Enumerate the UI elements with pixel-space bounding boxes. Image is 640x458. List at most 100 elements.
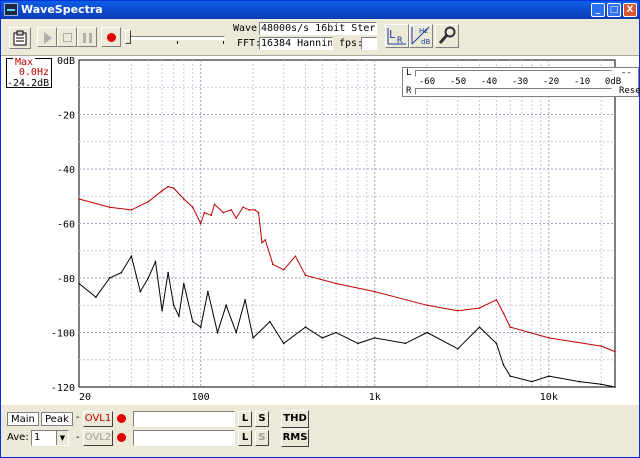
- chevron-down-icon[interactable]: ▼: [56, 431, 68, 445]
- peak-label[interactable]: Peak: [41, 412, 73, 426]
- spectrum-data-point: [161, 190, 163, 192]
- ovl1-record-icon: [117, 414, 126, 423]
- spectrum-data-point: [248, 209, 250, 211]
- stop-icon: [63, 33, 72, 42]
- tools-button[interactable]: [435, 24, 459, 48]
- meter-scale-label: -20: [542, 77, 560, 87]
- ovl2-load-button[interactable]: L: [238, 430, 252, 446]
- x-tick-label: 10k: [540, 392, 558, 403]
- slider-tick: [223, 41, 224, 44]
- spectrum-data-point: [282, 269, 285, 271]
- ovl1-indicator[interactable]: OVL1: [83, 411, 113, 427]
- readout-title: Max: [13, 57, 36, 68]
- spectrum-data-point: [531, 380, 533, 383]
- stop-button[interactable]: [57, 27, 77, 47]
- spectrum-chart: 0dB -20 -40 -60 -80 -100 -120 20 100 1k 10k: [51, 57, 616, 403]
- meter-scale-label: -50: [449, 77, 467, 87]
- max-readout: Max 0.0Hz -24.2dB: [6, 57, 52, 89]
- meter-scale-label: 0dB: [604, 77, 622, 87]
- spectrum-data-point: [230, 209, 233, 211]
- average-label: Ave:: [7, 432, 29, 443]
- ovl1-file-field[interactable]: [133, 411, 235, 427]
- play-icon: [44, 32, 52, 44]
- spectrum-data-point: [203, 211, 206, 214]
- spectrum-data-point: [548, 337, 550, 339]
- ovl2-save-button[interactable]: S: [255, 430, 269, 446]
- spectrum-data-point: [600, 345, 602, 347]
- spectrum-data-point: [183, 198, 185, 200]
- maximize-button[interactable]: □: [607, 3, 621, 17]
- spectrum-data-point: [95, 296, 97, 298]
- spectrum-data-point: [404, 342, 407, 345]
- app-icon[interactable]: [4, 3, 18, 16]
- position-slider-track[interactable]: [129, 36, 225, 40]
- ovl2-indicator[interactable]: OVL2: [83, 430, 113, 446]
- spectrum-data-point: [183, 282, 185, 285]
- hz-db-scale-button[interactable]: Hz dB: [409, 24, 433, 48]
- title-bar[interactable]: WaveSpectra _ □ X: [1, 1, 639, 19]
- spectrum-data-point: [139, 290, 142, 293]
- lr-channel-button[interactable]: L R: [385, 24, 409, 48]
- spectrum-data-point: [614, 350, 616, 353]
- clipboard-icon: [13, 30, 27, 46]
- fft-label: FFT:: [237, 38, 262, 49]
- meter-scale: -60 -50 -40 -30 -20 -10 0dB: [413, 77, 623, 88]
- spectrum-data-point: [199, 222, 202, 225]
- fps-label: fps:: [339, 38, 364, 49]
- meter-scale-label: -10: [573, 77, 591, 87]
- spectrum-data-point: [178, 315, 180, 317]
- thd-button[interactable]: THD: [281, 410, 309, 428]
- spectrum-data-point: [495, 299, 498, 301]
- spectrum-data-point: [130, 255, 133, 257]
- spectrum-data-point: [172, 187, 175, 189]
- play-button[interactable]: [37, 27, 57, 47]
- rms-button[interactable]: RMS: [281, 429, 309, 447]
- spectrum-data-point: [357, 342, 359, 345]
- spectrum-data-point: [578, 380, 581, 383]
- spectrum-data-point: [478, 307, 481, 309]
- meter-reset-button[interactable]: Reset: [619, 86, 640, 96]
- spectrum-data-point: [199, 326, 202, 328]
- main-label[interactable]: Main: [7, 412, 39, 426]
- settings-button[interactable]: [9, 27, 31, 49]
- wrench-icon: [438, 26, 456, 44]
- x-tick-label: 1k: [369, 392, 381, 403]
- readout-level: -24.2dB: [7, 78, 50, 89]
- lr-icon-letter-l: L: [389, 28, 396, 41]
- spectrum-data-point: [502, 364, 505, 367]
- spectrum-data-point: [269, 320, 271, 323]
- ovl2-record-icon: [117, 433, 126, 442]
- spectrum-data-point: [147, 277, 150, 279]
- close-button[interactable]: X: [623, 3, 637, 17]
- pause-button[interactable]: [77, 27, 97, 47]
- meter-right-bar: [415, 88, 612, 95]
- spectrum-data-point: [244, 299, 246, 301]
- spectrum-data-point: [120, 271, 123, 274]
- y-tick-label: 0dB: [57, 57, 75, 67]
- minimize-button[interactable]: _: [591, 3, 605, 17]
- ovl1-save-button[interactable]: S: [255, 411, 269, 427]
- meter-scale-label: -30: [511, 77, 529, 87]
- spectrum-data-point: [167, 271, 169, 274]
- spectrum-data-point: [108, 206, 111, 208]
- spectrum-plot[interactable]: 0dB -20 -40 -60 -80 -100 -120 20 100 1k 10k: [1, 57, 639, 405]
- spectrum-data-point: [294, 255, 297, 257]
- spectrum-data-point: [235, 331, 237, 334]
- position-slider-thumb[interactable]: [125, 30, 131, 44]
- y-tick-label: -100: [51, 329, 75, 340]
- spectrum-data-point: [495, 342, 498, 345]
- spectrum-data-point: [130, 209, 133, 211]
- spectrum-data-point: [252, 337, 254, 339]
- spectrum-data-point: [373, 290, 376, 293]
- spectrum-data-point: [272, 263, 274, 266]
- db-icon-label: dB: [421, 38, 430, 46]
- ovl2-file-field[interactable]: [133, 430, 235, 446]
- ovl1-load-button[interactable]: L: [238, 411, 252, 427]
- record-button[interactable]: [101, 27, 121, 47]
- y-tick-label: -80: [57, 274, 75, 285]
- spectrum-data-point: [210, 214, 212, 217]
- window-title: WaveSpectra: [21, 3, 103, 16]
- y-tick-label: -40: [57, 165, 75, 176]
- average-select[interactable]: 1 ▼: [31, 430, 69, 446]
- spectrum-data-point: [457, 309, 459, 312]
